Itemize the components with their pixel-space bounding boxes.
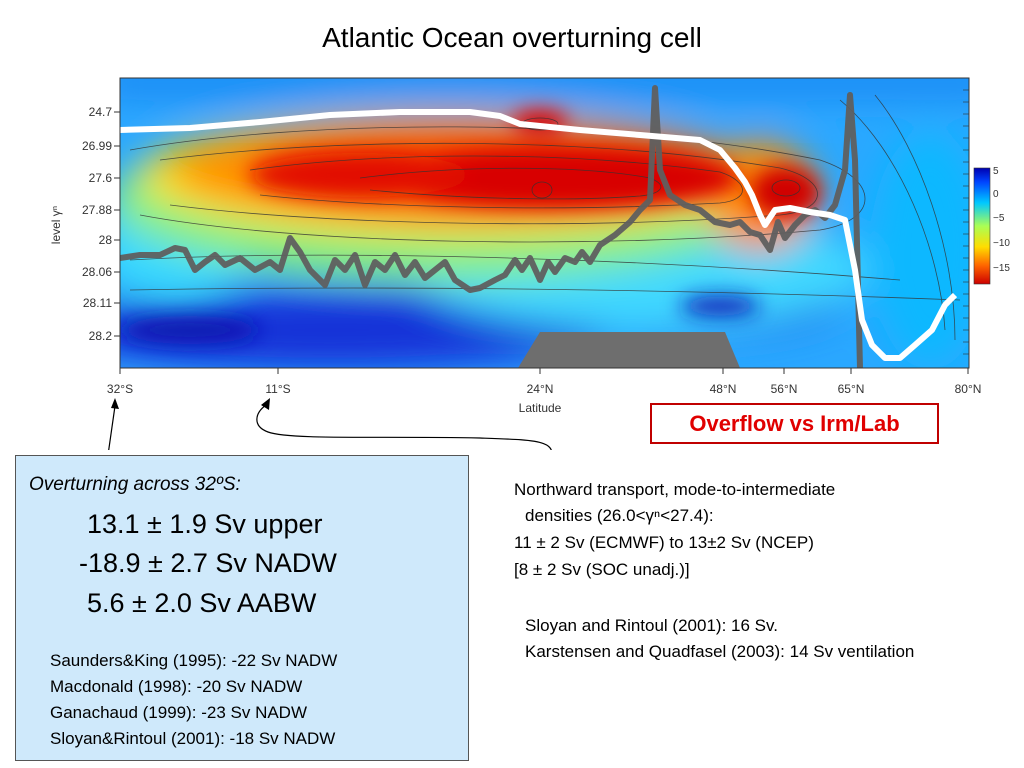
reference-line: Ganachaud (1999): -23 Sv NADW <box>50 703 308 722</box>
xtick-label: 11°S <box>265 382 290 396</box>
overflow-label: Overflow vs Irm/Lab <box>650 403 939 444</box>
slide-title: Atlantic Ocean overturning cell <box>322 22 702 53</box>
y-axis-label: level γⁿ <box>49 206 63 244</box>
ytick-label: 28.06 <box>82 265 112 279</box>
ytick-label: 26.99 <box>82 139 112 153</box>
transport-field <box>120 78 969 368</box>
xtick-label: 24°N <box>527 382 554 396</box>
reference-line: Sloyan&Rintoul (2001): -18 Sv NADW <box>50 729 336 748</box>
ytick-label: 28.2 <box>89 329 113 343</box>
nadw-transport: -18.9 ± 2.7 Sv NADW <box>79 548 337 578</box>
northward-text: Northward transport, mode-to-intermediat… <box>514 480 836 499</box>
ytick-label: 28.11 <box>83 296 112 310</box>
colorbar-label: −5 <box>993 213 1005 224</box>
overturning-summary-box: Overturning across 32ºS: 13.1 ± 1.9 Sv u… <box>15 455 469 761</box>
colorbar-label: −15 <box>993 263 1010 274</box>
colorbar-label: 0 <box>993 189 999 200</box>
northward-text: densities (26.0<γⁿ<27.4): <box>525 506 714 525</box>
ytick-label: 28 <box>99 233 113 247</box>
xtick-label: 32°S <box>107 382 133 396</box>
northward-text: [8 ± 2 Sv (SOC unadj.)] <box>514 560 690 579</box>
annotation-arrows <box>108 398 552 450</box>
ytick-label: 24.7 <box>89 105 113 119</box>
upper-transport: 13.1 ± 1.9 Sv upper <box>87 509 323 539</box>
colorbar-label: 5 <box>993 166 999 177</box>
colorbar <box>973 167 991 285</box>
reference-line: Macdonald (1998): -20 Sv NADW <box>50 677 303 696</box>
xtick-label: 80°N <box>955 382 982 396</box>
northward-text: 11 ± 2 Sv (ECMWF) to 13±2 Sv (NCEP) <box>514 533 814 552</box>
xtick-label: 56°N <box>771 382 798 396</box>
colorbar-label: −10 <box>993 238 1010 249</box>
ytick-label: 27.88 <box>82 203 112 217</box>
aabw-transport: 5.6 ± 2.0 Sv AABW <box>87 588 317 618</box>
xtick-label: 48°N <box>710 382 737 396</box>
xtick-label: 65°N <box>838 382 865 396</box>
reference-text: Karstensen and Quadfasel (2003): 14 Sv v… <box>525 642 915 661</box>
ytick-label: 27.6 <box>89 171 113 185</box>
overturning-heading: Overturning across 32ºS: <box>29 474 241 495</box>
overturning-section-plot: 24.7 26.99 27.6 27.88 28 28.06 28.11 28.… <box>49 77 1010 450</box>
reference-line: Saunders&King (1995): -22 Sv NADW <box>50 651 338 670</box>
reference-text: Sloyan and Rintoul (2001): 16 Sv. <box>525 616 778 635</box>
x-axis-label: Latitude <box>519 401 562 415</box>
